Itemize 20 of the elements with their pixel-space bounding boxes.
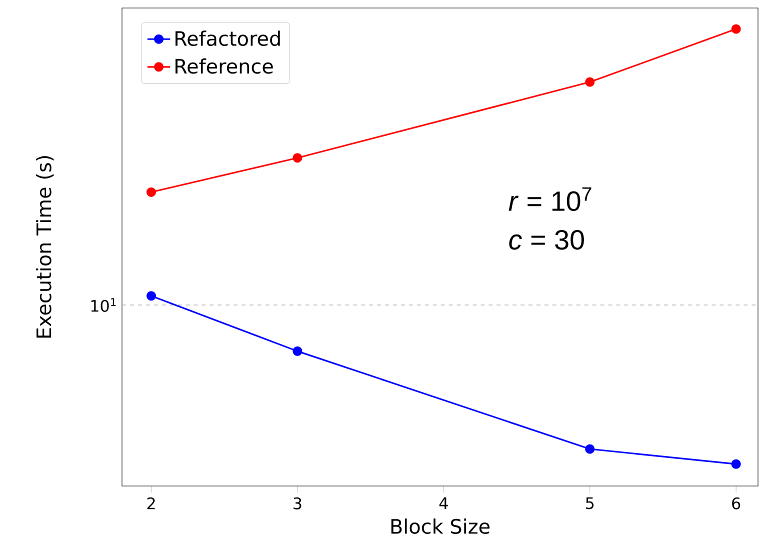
point <box>585 77 595 87</box>
legend-label: Refactored <box>176 30 280 46</box>
point <box>146 291 156 301</box>
text: 10$^{1}$ <box>91 298 116 312</box>
point <box>146 187 156 197</box>
point <box>585 444 595 454</box>
y-axis-title: Execution Time (s) <box>36 156 54 338</box>
x-tick-label: 5 <box>586 497 594 510</box>
x-tick-label: 3 <box>294 497 302 510</box>
point <box>731 459 741 469</box>
x-tick-label: 6 <box>732 497 740 510</box>
x-tick-label: 4 <box>439 497 448 509</box>
legend-label: Reference <box>176 58 273 74</box>
point <box>731 24 741 34</box>
point <box>292 153 302 163</box>
x-axis-title: Block Size <box>391 518 490 534</box>
annotation: r = 10$^{7}$ <box>508 187 592 212</box>
annotation: c = 30 <box>509 230 584 250</box>
x-tick-label: 2 <box>147 497 155 510</box>
point <box>292 346 302 356</box>
